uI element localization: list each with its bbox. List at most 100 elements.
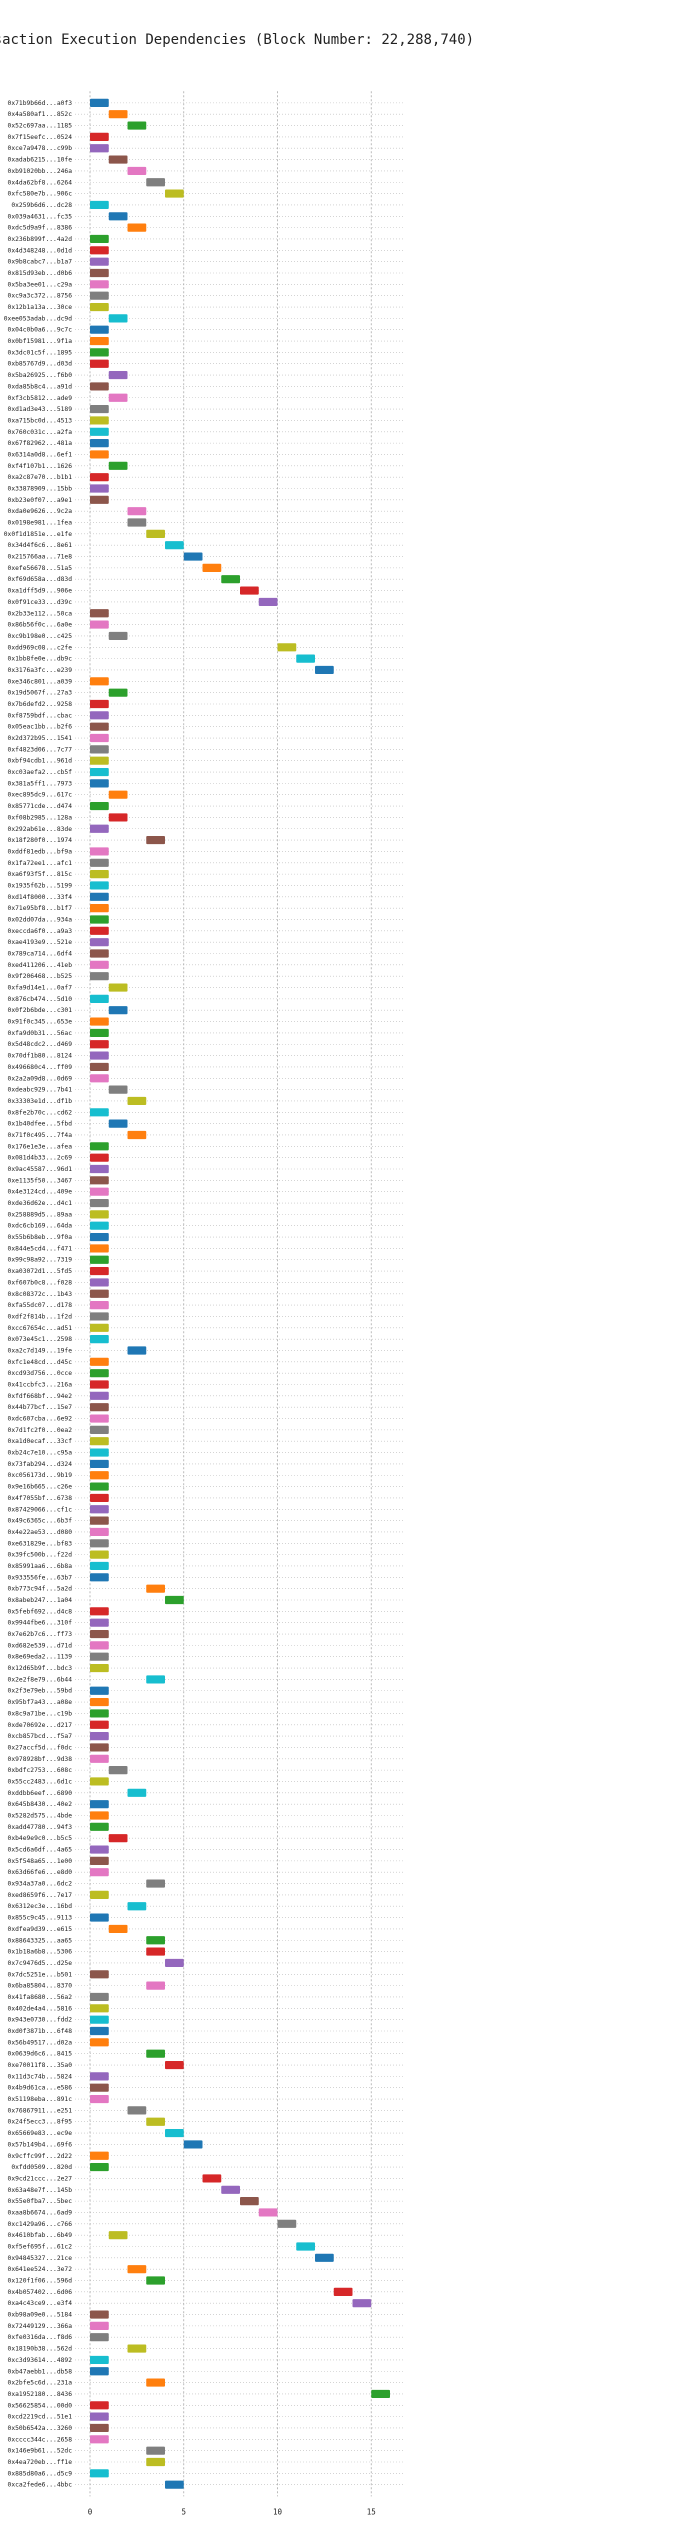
y-tick-label: 0x91f0c345...653e bbox=[8, 1019, 73, 1026]
y-tick-label: 0xb85767d9...d03d bbox=[8, 361, 73, 368]
y-tick-label: 0xf4823d06...7c77 bbox=[8, 746, 73, 753]
y-tick-label: 0x85991aa6...6b8a bbox=[8, 1563, 73, 1570]
bar bbox=[90, 382, 109, 391]
bar bbox=[127, 1096, 147, 1106]
bar bbox=[90, 1754, 109, 1763]
bar bbox=[90, 1164, 109, 1174]
bar bbox=[108, 2231, 128, 2240]
bar bbox=[90, 1550, 109, 1559]
bar bbox=[90, 620, 109, 629]
bar bbox=[90, 801, 109, 811]
y-tick-label: 0xb773c94f...5a2d bbox=[8, 1586, 73, 1593]
y-tick-label: 0xde36d62e...d4c1 bbox=[8, 1200, 73, 1207]
bar bbox=[108, 983, 128, 992]
bar bbox=[90, 609, 109, 618]
bar bbox=[90, 2423, 109, 2433]
bar bbox=[165, 189, 184, 198]
y-tick-label: 0x146e9b61...52dc bbox=[8, 2448, 73, 2455]
y-tick-label: 0xc9a3c372...8756 bbox=[8, 293, 73, 300]
bar bbox=[90, 1301, 109, 1310]
y-tick-label: 0x1bb8fe0e...db9c bbox=[8, 656, 73, 663]
y-tick-label: 0x943e0730...fdd2 bbox=[8, 2017, 73, 2024]
bar bbox=[146, 1675, 165, 1684]
y-tick-label: 0x63a48e7f...145b bbox=[8, 2187, 73, 2194]
bar bbox=[90, 1527, 109, 1537]
bar bbox=[90, 1221, 109, 1230]
bar bbox=[146, 2446, 165, 2455]
y-tick-label: 0xddf81edb...bf9a bbox=[8, 848, 73, 855]
bar bbox=[90, 280, 109, 289]
bar bbox=[90, 892, 109, 901]
y-tick-label: 0xbf94cdb1...961d bbox=[8, 758, 73, 765]
y-tick-label: 0x9b8cabc7...b1a7 bbox=[8, 259, 73, 266]
y-tick-label: 0x41fa8680...56a2 bbox=[8, 1994, 73, 2001]
bar bbox=[90, 1686, 109, 1695]
bar bbox=[146, 2049, 165, 2058]
y-tick-label: 0x76867911...e251 bbox=[8, 2107, 73, 2114]
bar bbox=[90, 1142, 109, 1151]
bar bbox=[90, 2355, 109, 2364]
bar bbox=[90, 870, 109, 879]
bar bbox=[108, 155, 128, 164]
bar bbox=[90, 416, 109, 425]
y-tick-label: 0x4b9d61ca...e586 bbox=[8, 2085, 73, 2092]
bar bbox=[90, 1856, 109, 1865]
y-tick-label: 0x6312ec3e...16bd bbox=[8, 1903, 73, 1910]
y-tick-label: 0x789ca714...6df4 bbox=[8, 951, 73, 958]
y-tick-label: 0x6ba85804...8370 bbox=[8, 1983, 73, 1990]
bar bbox=[127, 1788, 147, 1797]
bar bbox=[90, 132, 109, 141]
y-tick-label: 0x55e0fba7...5bec bbox=[8, 2198, 73, 2205]
bar bbox=[90, 2401, 109, 2410]
bar bbox=[146, 529, 165, 538]
bar bbox=[90, 1176, 109, 1185]
bar bbox=[146, 1947, 165, 1956]
y-tick-label: 0x1b18a6b8...5306 bbox=[8, 1949, 73, 1956]
bar bbox=[90, 2038, 109, 2047]
bar bbox=[90, 2004, 109, 2013]
y-tick-label: 0x94845327...21ce bbox=[8, 2255, 73, 2262]
bar bbox=[108, 1924, 128, 1934]
y-tick-label: 0x3dc01c5f...1895 bbox=[8, 349, 73, 356]
y-tick-label: 0x5febf692...d4c8 bbox=[8, 1608, 73, 1615]
bar bbox=[90, 1380, 109, 1389]
y-tick-label: 0xadd47780...94f3 bbox=[8, 1824, 73, 1831]
y-tick-label: 0x55cc2483...6d1c bbox=[8, 1778, 73, 1785]
y-tick-label: 0x34d4f6c6...8e61 bbox=[8, 542, 73, 549]
x-tick-label: 5 bbox=[181, 2507, 186, 2516]
y-tick-label: 0x63d66fe6...e8d0 bbox=[8, 1869, 73, 1876]
bar bbox=[90, 1493, 109, 1503]
bar bbox=[315, 665, 334, 675]
bar bbox=[90, 1210, 109, 1219]
bar bbox=[90, 1641, 109, 1650]
y-tick-label: 0xdc5d9a9f...8386 bbox=[8, 225, 73, 232]
y-tick-label: 0x844e5cd4...f471 bbox=[8, 1245, 73, 1252]
y-tick-label: 0x4b057402...6d06 bbox=[8, 2289, 73, 2296]
y-tick-label: 0xf8759bdf...cbac bbox=[8, 712, 73, 719]
bar bbox=[165, 2128, 184, 2138]
y-tick-label: 0x55b6b8eb...9f0a bbox=[8, 1234, 73, 1241]
y-tick-label: 0x641ee524...3e72 bbox=[8, 2266, 73, 2273]
x-tick-label: 15 bbox=[367, 2507, 376, 2516]
bar bbox=[127, 2106, 147, 2115]
bar bbox=[108, 813, 128, 822]
y-tick-label: 0xfa9d14e1...0af7 bbox=[8, 985, 73, 992]
y-tick-label: 0xb91020bb...246a bbox=[8, 168, 73, 175]
y-tick-label: 0x99c98a92...7319 bbox=[8, 1257, 73, 1264]
bar bbox=[146, 836, 165, 845]
y-tick-label: 0x51198eba...891c bbox=[8, 2096, 73, 2103]
bar bbox=[90, 711, 109, 720]
bar bbox=[90, 2333, 109, 2342]
y-tick-label: 0x50b6542a...3260 bbox=[8, 2425, 73, 2432]
y-tick-label: 0x073e45c1...2598 bbox=[8, 1336, 73, 1343]
y-tick-label: 0xa1dff5d9...906e bbox=[8, 588, 73, 595]
y-tick-label: 0x8abeb247...1a04 bbox=[8, 1597, 73, 1604]
bar bbox=[90, 484, 109, 493]
y-tick-label: 0xa03072d1...5fd5 bbox=[8, 1268, 73, 1275]
y-tick-label: 0x2f3e79eb...59bd bbox=[8, 1688, 73, 1695]
bar bbox=[90, 1074, 109, 1083]
bar bbox=[333, 2287, 353, 2296]
y-tick-label: 0xb4e9e9c0...b5c5 bbox=[8, 1835, 73, 1842]
